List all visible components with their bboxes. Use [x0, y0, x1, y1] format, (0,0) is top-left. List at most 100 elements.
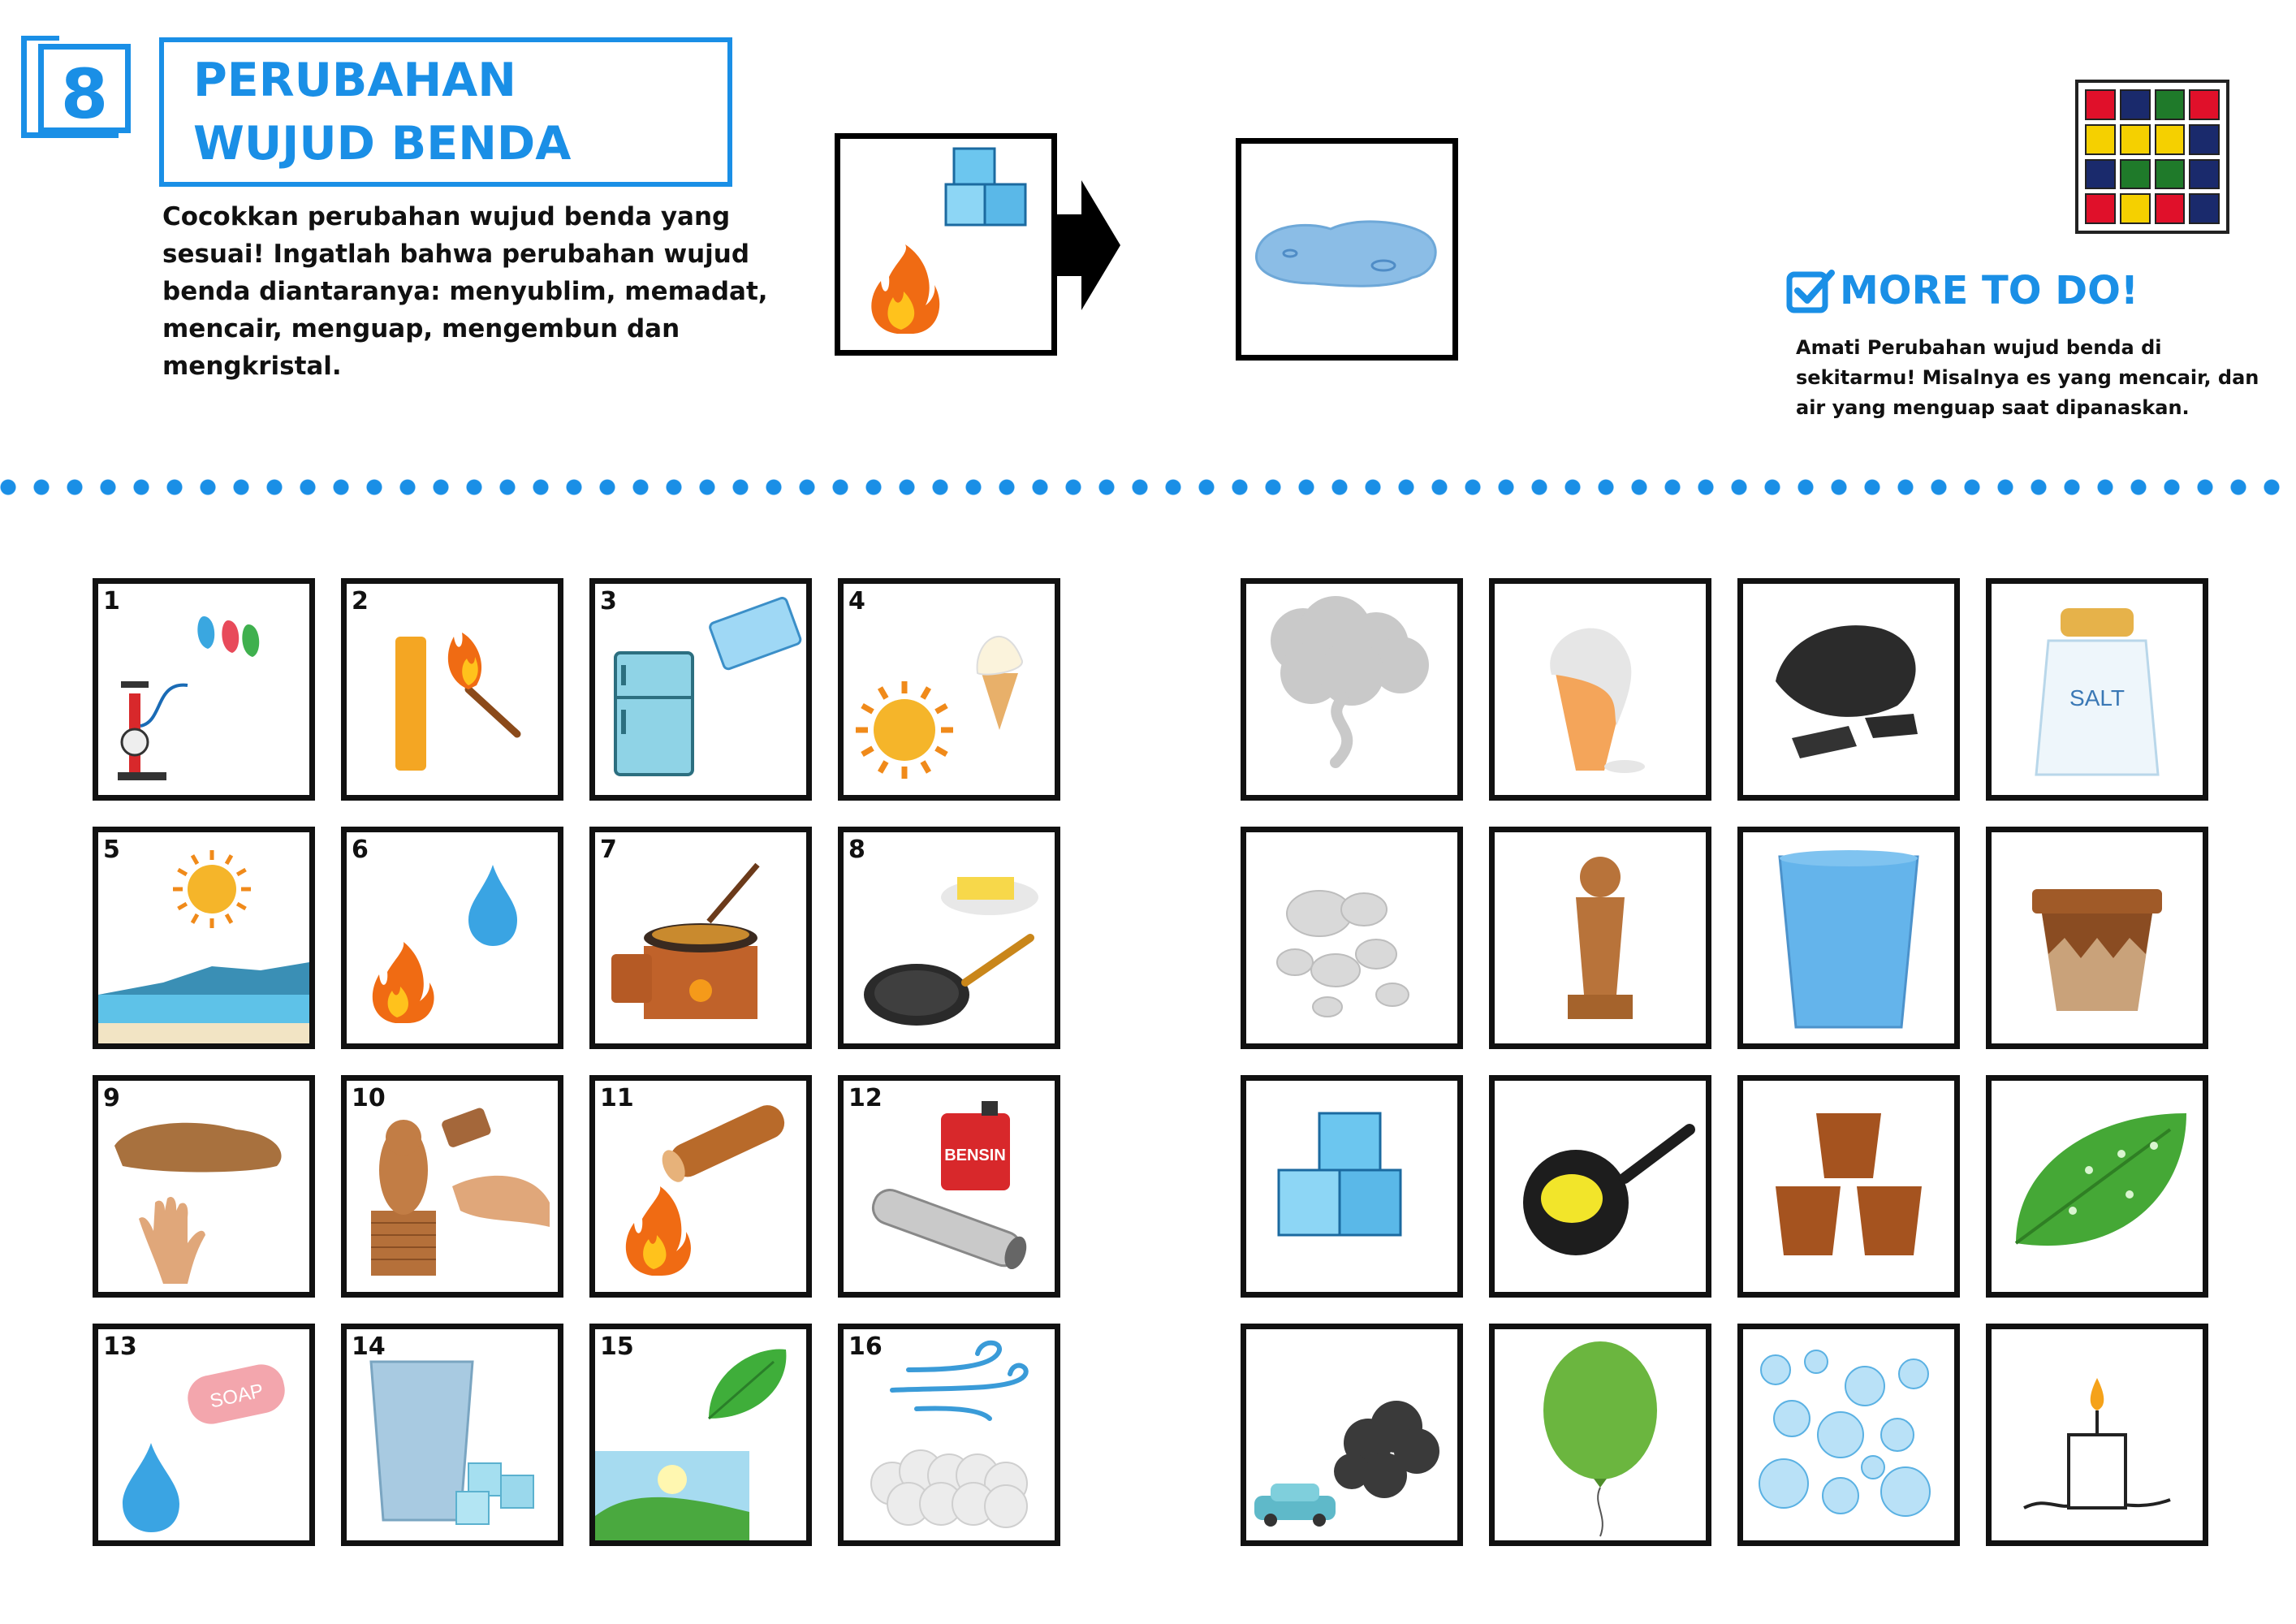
- card-number: 12: [848, 1084, 883, 1112]
- card-number: 7: [600, 836, 617, 864]
- left-card[interactable]: SOAP 13: [93, 1324, 315, 1546]
- instructions: Cocokkan perubahan wujud benda yang sesu…: [162, 202, 768, 381]
- right-card[interactable]: [1489, 578, 1711, 801]
- card-number: 1: [103, 587, 120, 615]
- logo-square: [2119, 123, 2151, 155]
- right-card[interactable]: [1489, 1324, 1711, 1546]
- card-number: 3: [600, 587, 617, 615]
- left-card[interactable]: 10: [341, 1075, 563, 1298]
- soap-water-icon: SOAP: [123, 1364, 285, 1532]
- smoke-icon: [1271, 596, 1429, 768]
- sun-icecream-icon: [856, 636, 1023, 779]
- left-card[interactable]: 11: [589, 1075, 812, 1298]
- right-card[interactable]: [1241, 578, 1463, 801]
- right-card[interactable]: [1986, 827, 2208, 1049]
- right-card[interactable]: [1986, 1324, 2208, 1546]
- fire-water-drop-icon: [372, 865, 517, 1023]
- pump-balloons-icon: [118, 616, 260, 780]
- sun-sea-icon: [98, 850, 309, 1043]
- fridge-icetray-icon: [614, 596, 802, 776]
- logo-square: [2085, 193, 2116, 224]
- left-card[interactable]: 5: [93, 827, 315, 1049]
- svg-text:SALT: SALT: [2069, 685, 2125, 710]
- stove-wok-icon: [611, 862, 760, 1019]
- right-card[interactable]: [1986, 1075, 2208, 1298]
- glass-sugar-icon: [369, 1360, 534, 1525]
- card-number: 11: [600, 1084, 634, 1112]
- wood-carving-icon: [371, 1108, 550, 1276]
- left-card[interactable]: 3: [589, 578, 812, 801]
- logo-square: [2189, 158, 2220, 190]
- water-puddle-icon: [1254, 220, 1437, 287]
- logo-square: [2189, 193, 2220, 224]
- title-box: [159, 37, 732, 187]
- more-to-do-text: Amati Perubahan wujud benda di sekitarmu…: [1796, 336, 2259, 419]
- leaf-sunrise-icon: [595, 1349, 787, 1540]
- card-number: 5: [103, 836, 120, 864]
- car-exhaust-smoke-icon: [1254, 1401, 1439, 1527]
- ice-fire-icon: [871, 147, 1027, 334]
- wind-mothballs-icon: [870, 1340, 1029, 1528]
- left-card[interactable]: 1: [93, 578, 315, 801]
- right-card[interactable]: [1241, 1324, 1463, 1546]
- brown-sugar-icon: [1776, 1113, 1922, 1255]
- more-to-do-title: MORE TO DO!: [1840, 268, 2138, 313]
- butter-pan-icon: [864, 877, 1038, 1026]
- left-card[interactable]: 7: [589, 827, 812, 1049]
- right-card[interactable]: SALT: [1986, 578, 2208, 801]
- left-card[interactable]: 16: [838, 1324, 1060, 1546]
- page-title: PERUBAHAN WUJUD BENDA: [193, 54, 572, 171]
- charcoal-icon: [1776, 625, 1918, 758]
- logo-square: [2085, 89, 2116, 120]
- card-number: 16: [848, 1332, 883, 1361]
- checkbox-icon: [1786, 270, 1835, 313]
- ice-cubes-icon: [1277, 1112, 1402, 1237]
- arrow-right-icon: [1052, 180, 1120, 310]
- fuel-exhaust-icon: BENSIN: [871, 1101, 1027, 1270]
- logo-square: [2189, 123, 2220, 155]
- left-card[interactable]: 9: [93, 1075, 315, 1298]
- water-glass-icon: [1778, 850, 1919, 1029]
- right-card[interactable]: [1737, 578, 1960, 801]
- melted-candle-icon: [2023, 1378, 2171, 1510]
- lesson-number: 8: [60, 54, 109, 134]
- svg-text:BENSIN: BENSIN: [944, 1147, 1006, 1164]
- left-card[interactable]: BENSIN 12: [838, 1075, 1060, 1298]
- example-ice-fire: [835, 133, 1057, 356]
- right-card[interactable]: [1241, 827, 1463, 1049]
- log-fire-icon: [625, 1105, 785, 1276]
- right-card[interactable]: [1489, 1075, 1711, 1298]
- clay-pot-icon: [2032, 889, 2162, 1011]
- mud-hand-icon: [114, 1122, 282, 1284]
- logo-square: [2085, 123, 2116, 155]
- left-card[interactable]: 14: [341, 1324, 563, 1546]
- right-card[interactable]: [1737, 1324, 1960, 1546]
- salt-shaker-icon: SALT: [2035, 608, 2160, 776]
- melted-butter-pan-icon: [1523, 1124, 1695, 1255]
- right-card[interactable]: [1489, 827, 1711, 1049]
- left-card[interactable]: 4: [838, 578, 1060, 801]
- card-number: 13: [103, 1332, 137, 1361]
- melted-icecream-icon: [1550, 628, 1645, 773]
- left-card[interactable]: 6: [341, 827, 563, 1049]
- card-number: 9: [103, 1084, 120, 1112]
- dotted-divider: [0, 479, 2296, 495]
- left-card[interactable]: 8: [838, 827, 1060, 1049]
- card-number: 10: [352, 1084, 386, 1112]
- left-card[interactable]: 2: [341, 578, 563, 801]
- card-number: 15: [600, 1332, 634, 1361]
- logo-square: [2154, 193, 2186, 224]
- wood-statue-icon: [1568, 857, 1633, 1019]
- logo-square: [2154, 123, 2186, 155]
- right-card[interactable]: [1737, 1075, 1960, 1298]
- more-to-do-heading: MORE TO DO!: [1786, 268, 2138, 313]
- right-card[interactable]: [1241, 1075, 1463, 1298]
- logo-square: [2154, 158, 2186, 190]
- logo-square: [2119, 193, 2151, 224]
- left-card[interactable]: 15: [589, 1324, 812, 1546]
- logo-square: [2119, 89, 2151, 120]
- dewy-leaf-icon: [2014, 1113, 2186, 1246]
- card-number: 14: [352, 1332, 386, 1361]
- right-card[interactable]: [1737, 827, 1960, 1049]
- candle-match-icon: [395, 633, 521, 771]
